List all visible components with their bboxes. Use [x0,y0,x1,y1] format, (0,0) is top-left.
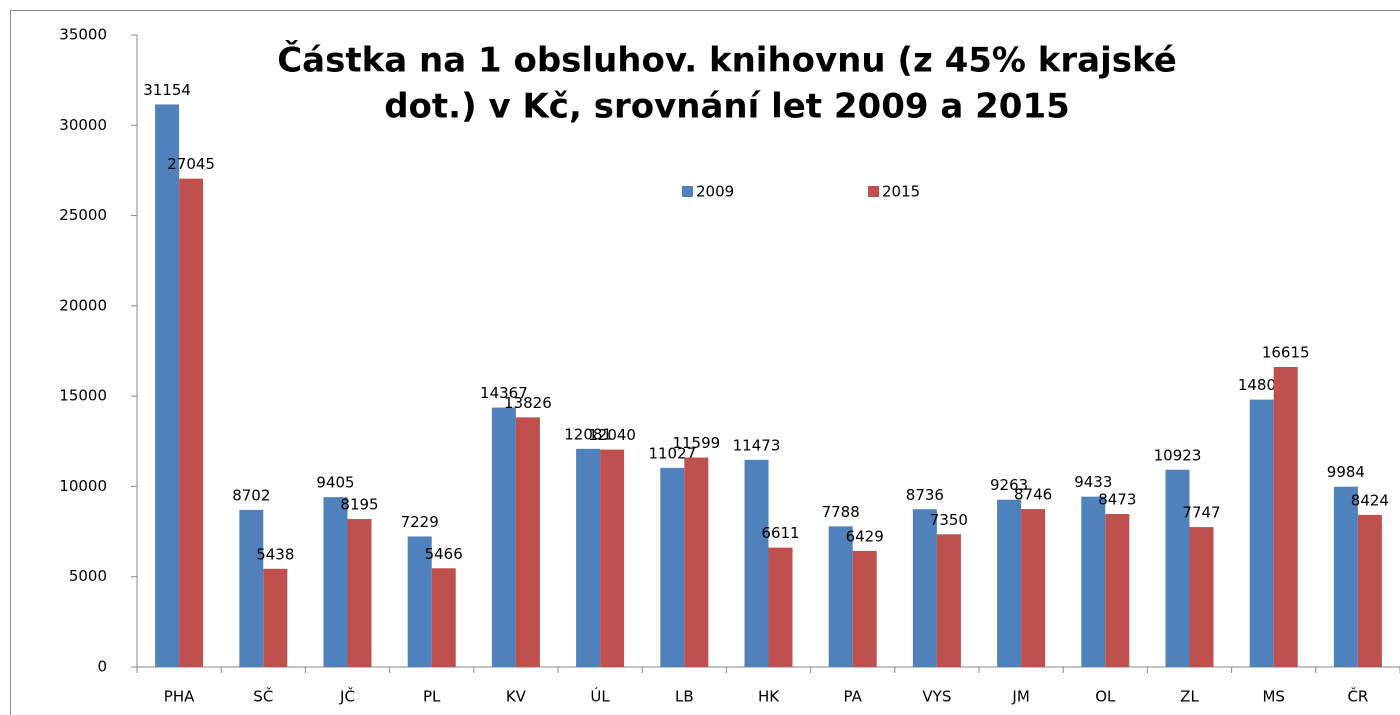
x-tick-label: PHA [164,688,195,706]
bar [744,459,769,667]
bar [155,104,180,668]
data-label: 12081 [564,425,612,443]
x-tick-label: VYS [922,688,951,706]
data-label: 7788 [822,503,860,521]
data-label: 27045 [167,155,215,173]
bar [515,417,540,667]
y-tick-label: 5000 [69,567,107,585]
data-label: 8746 [1014,486,1052,504]
bar [1333,486,1358,667]
data-label: 9984 [1327,463,1365,481]
y-tick-label: 35000 [59,26,107,44]
chart-title: Částka na 1 obsluhov. knihovnu (z 45% kr… [277,40,1177,81]
data-label: 10923 [1154,446,1202,464]
data-label: 11599 [672,434,720,452]
bar [684,457,709,667]
legend-label: 2009 [696,183,734,201]
bar [1021,509,1046,667]
bar [936,534,961,667]
data-label: 7229 [401,513,439,531]
data-label: 7350 [930,511,968,529]
bar [852,550,877,667]
x-tick-label: ÚL [590,687,610,706]
data-label: 6611 [761,524,799,542]
bar [179,178,204,667]
y-tick-label: 0 [97,658,107,676]
data-label: 9405 [316,474,354,492]
bar [997,499,1022,667]
bar [1357,514,1382,667]
bar [1273,366,1298,667]
y-tick-label: 15000 [59,387,107,405]
y-tick-label: 30000 [59,116,107,134]
bar [1081,496,1106,667]
bar [1105,514,1130,667]
data-label: 14367 [480,384,528,402]
y-tick-label: 10000 [59,477,107,495]
x-tick-label: JM [1011,688,1029,706]
data-label: 8195 [340,496,378,514]
data-label: 9263 [990,476,1028,494]
bar [660,467,685,667]
chart-border [10,10,1400,715]
bar [1249,399,1274,667]
x-tick-label: OL [1095,688,1116,706]
bar [1189,527,1214,667]
legend-swatch [682,186,693,197]
bar [912,509,937,667]
x-tick-label: LB [675,688,694,706]
data-label: 16615 [1262,343,1310,361]
data-label: 8702 [232,486,270,504]
y-tick-label: 20000 [59,296,107,314]
x-tick-label: MS [1262,688,1284,706]
x-tick-label: JČ [339,687,355,706]
bar [407,536,432,667]
y-tick-label: 25000 [59,206,107,224]
bar [768,547,793,667]
data-label: 9433 [1074,473,1112,491]
bar [431,568,456,667]
data-label: 8473 [1098,491,1136,509]
data-label: 6429 [846,527,884,545]
bar [828,526,853,667]
x-tick-label: SČ [253,687,273,706]
data-label: 11027 [648,444,696,462]
data-label: 8424 [1351,491,1389,509]
bar [239,509,264,667]
bar [263,568,288,667]
x-tick-label: ZL [1180,688,1199,706]
bar [347,519,372,667]
bar [323,497,348,667]
bar [600,449,625,667]
x-tick-label: PL [423,688,441,706]
data-label: 7747 [1182,504,1220,522]
data-label: 5438 [256,545,294,563]
legend-label: 2015 [882,183,920,201]
chart-title: dot.) v Kč, srovnání let 2009 a 2015 [384,87,1070,127]
data-label: 14809 [1238,376,1286,394]
legend-swatch [868,186,879,197]
bar [1165,469,1190,667]
bar [576,448,601,667]
data-label: 12040 [588,426,636,444]
data-label: 31154 [143,81,191,99]
x-tick-label: PA [844,688,863,706]
x-tick-label: HK [758,688,780,706]
data-label: 13826 [504,394,552,412]
x-tick-label: KV [506,688,527,706]
data-label: 8736 [906,486,944,504]
x-tick-label: ČR [1347,687,1368,706]
data-label: 11473 [733,436,781,454]
data-label: 5466 [425,545,463,563]
bar [491,407,516,667]
